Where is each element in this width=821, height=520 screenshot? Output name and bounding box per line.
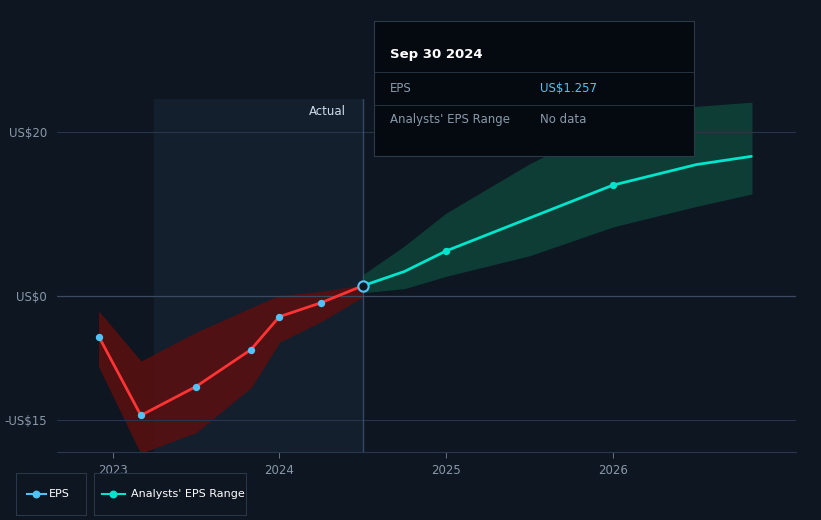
Text: Sep 30 2024: Sep 30 2024 <box>390 48 482 61</box>
Bar <box>154 99 363 452</box>
Point <box>245 345 258 354</box>
Text: EPS: EPS <box>49 489 70 499</box>
Point <box>607 181 620 189</box>
Text: Actual: Actual <box>309 106 346 119</box>
Point <box>93 333 106 342</box>
Text: Analysts' EPS Range: Analysts' EPS Range <box>131 489 245 499</box>
Text: US$1.257: US$1.257 <box>540 82 597 95</box>
Point <box>190 382 203 391</box>
Point <box>135 411 148 420</box>
Text: Analysts Forecasts: Analysts Forecasts <box>379 106 489 119</box>
Point <box>30 490 43 498</box>
Point <box>439 247 452 255</box>
Text: EPS: EPS <box>390 82 411 95</box>
Text: No data: No data <box>540 113 586 126</box>
Point <box>314 298 328 307</box>
Point <box>356 282 369 290</box>
Text: Analysts' EPS Range: Analysts' EPS Range <box>390 113 510 126</box>
Point <box>273 313 286 321</box>
Point <box>106 490 119 498</box>
